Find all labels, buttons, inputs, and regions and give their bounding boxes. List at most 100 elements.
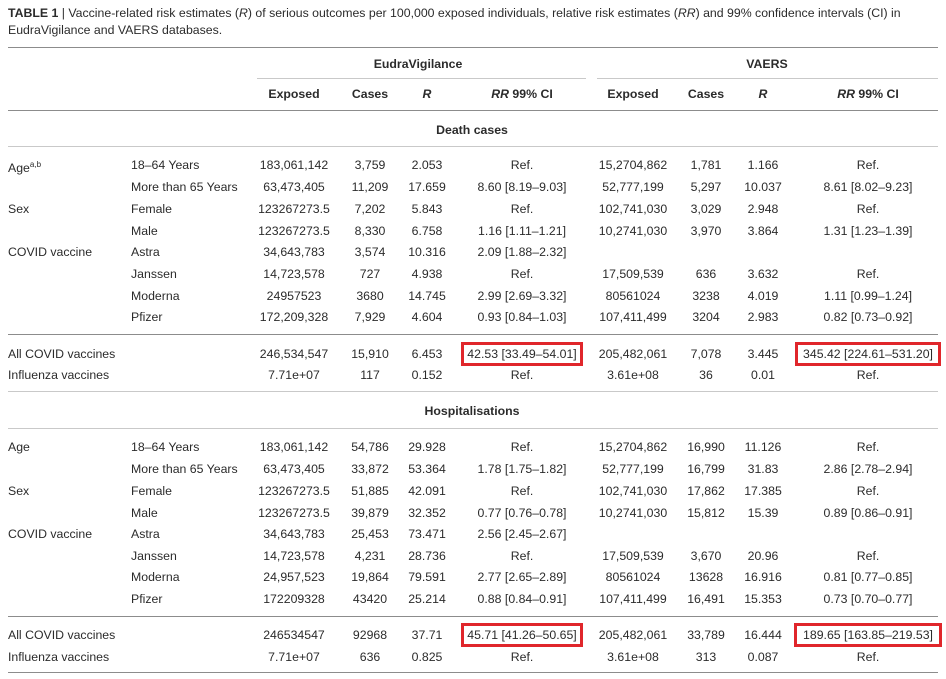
ev-value: 172209328	[263, 592, 325, 606]
va-value: 10,2741,030	[598, 224, 668, 238]
va-value: 0.82 [0.73–0.92]	[823, 310, 913, 324]
ev-total-value: 246,534,547	[259, 347, 329, 361]
ev-value: 4.938	[411, 267, 443, 281]
row-subcategory: Janssen	[131, 267, 177, 281]
ev-value: 183,061,142	[259, 158, 329, 172]
ev-value: 14.745	[408, 289, 446, 303]
va-value: 0.89 [0.86–0.91]	[823, 506, 913, 520]
ev-value: 32.352	[408, 506, 446, 520]
ev-value: 183,061,142	[259, 440, 329, 454]
ev-total-value: 117	[360, 368, 380, 382]
ev-value: Ref.	[510, 158, 534, 172]
group-header-vaers: VAERS	[746, 57, 788, 71]
va-value: 31.83	[747, 462, 779, 476]
section-title-rule	[8, 146, 938, 147]
va-total-value: 0.01	[751, 368, 775, 382]
va-total-value: 3.61e+08	[607, 368, 659, 382]
totals-category: Influenza vaccines	[8, 368, 110, 382]
ev-value: 5.843	[411, 202, 443, 216]
va-value: 636	[695, 267, 717, 281]
va-value: Ref.	[856, 267, 880, 281]
section-title: Hospitalisations	[424, 404, 520, 418]
ev-value: 25.214	[408, 592, 446, 606]
va-value: Ref.	[856, 202, 880, 216]
va-total-value: 205,482,061	[598, 347, 668, 361]
ev-total-value: Ref.	[510, 650, 534, 664]
row-category: Agea,b	[8, 157, 41, 176]
row-subcategory: Astra	[131, 527, 160, 541]
ev-value: 53.364	[408, 462, 446, 476]
rr-symbol: RR	[837, 87, 856, 101]
va-value: Ref.	[856, 158, 880, 172]
section-end-rule	[8, 391, 938, 392]
section-end-rule	[8, 672, 938, 673]
va-value: 15.353	[744, 592, 782, 606]
va-header-cases: Cases	[687, 87, 725, 101]
va-value: 20.96	[747, 549, 779, 563]
va-value: 0.73 [0.70–0.77]	[823, 592, 913, 606]
ci-label: 99% CI	[855, 87, 899, 101]
va-value: 17,509,539	[602, 549, 664, 563]
va-value: 17,862	[687, 484, 725, 498]
va-total-value: 36	[699, 368, 713, 382]
ev-value: 19,864	[351, 570, 389, 584]
ev-value: 4,231	[354, 549, 386, 563]
va-total-value: 7,078	[690, 347, 722, 361]
row-category: Age	[8, 440, 30, 454]
va-total-value: 33,789	[687, 628, 725, 642]
ev-rr-highlight-box	[461, 342, 583, 366]
ev-total-value: 7.71e+07	[268, 650, 320, 664]
ev-value: 79.591	[408, 570, 446, 584]
ev-value: 1.16 [1.11–1.21]	[478, 224, 566, 238]
caption-rr-symbol: RR	[677, 6, 696, 20]
ev-total-value: 42.53 [33.49–54.01]	[467, 347, 577, 361]
ev-value: 123267273.5	[258, 484, 330, 498]
totals-separator-rule	[8, 334, 938, 335]
va-value: 52,777,199	[602, 462, 664, 476]
ev-value: 7,202	[354, 202, 386, 216]
rr-symbol: RR	[491, 87, 510, 101]
caption-separator: |	[58, 6, 69, 20]
va-value: 10,2741,030	[598, 506, 668, 520]
ev-total-value: 246534547	[263, 628, 325, 642]
ev-value: 29.928	[408, 440, 446, 454]
va-value: 1,781	[690, 158, 722, 172]
ev-total-value: Ref.	[510, 368, 534, 382]
ev-value: 123267273.5	[258, 224, 330, 238]
ev-header-rr-ci: RR 99% CI	[491, 86, 553, 102]
ev-value: 73.471	[408, 527, 446, 541]
ev-value: 17.659	[408, 180, 446, 194]
va-value: 2.948	[747, 202, 779, 216]
ev-total-value: 0.152	[411, 368, 443, 382]
ev-value: 25,453	[351, 527, 389, 541]
ev-total-value: 37.71	[411, 628, 443, 642]
va-total-value: 189.65 [163.85–219.53]	[803, 628, 933, 642]
ev-value: Ref.	[510, 484, 534, 498]
va-value: 4.019	[747, 289, 779, 303]
row-subcategory: Male	[131, 506, 158, 520]
footnote-marker: a,b	[29, 160, 42, 169]
va-total-value: 205,482,061	[598, 628, 668, 642]
section-title: Death cases	[436, 123, 508, 137]
ev-value: 3680	[356, 289, 384, 303]
va-value: 3204	[692, 310, 720, 324]
ev-value: 63,473,405	[263, 180, 325, 194]
ev-value: 1.78 [1.75–1.82]	[477, 462, 567, 476]
row-subcategory: Pfizer	[131, 310, 163, 324]
row-category-text: Age	[8, 161, 30, 175]
ev-value: 3,574	[354, 245, 386, 259]
va-value: 17,509,539	[602, 267, 664, 281]
ev-value: Ref.	[510, 440, 534, 454]
ev-value: 11,209	[351, 180, 389, 194]
va-value: 13628	[688, 570, 724, 584]
ev-value: 14,723,578	[263, 549, 325, 563]
ev-value: Ref.	[510, 267, 534, 281]
ev-value: 123267273.5	[258, 202, 330, 216]
ev-total-value: 45.71 [41.26–50.65]	[467, 628, 577, 642]
ev-rr-highlight-box	[461, 623, 583, 647]
va-value: 3,970	[690, 224, 722, 238]
va-value: 3,670	[690, 549, 722, 563]
ev-value: 39,879	[351, 506, 389, 520]
row-subcategory: Moderna	[131, 289, 180, 303]
ev-value: 2.56 [2.45–2.67]	[477, 527, 567, 541]
